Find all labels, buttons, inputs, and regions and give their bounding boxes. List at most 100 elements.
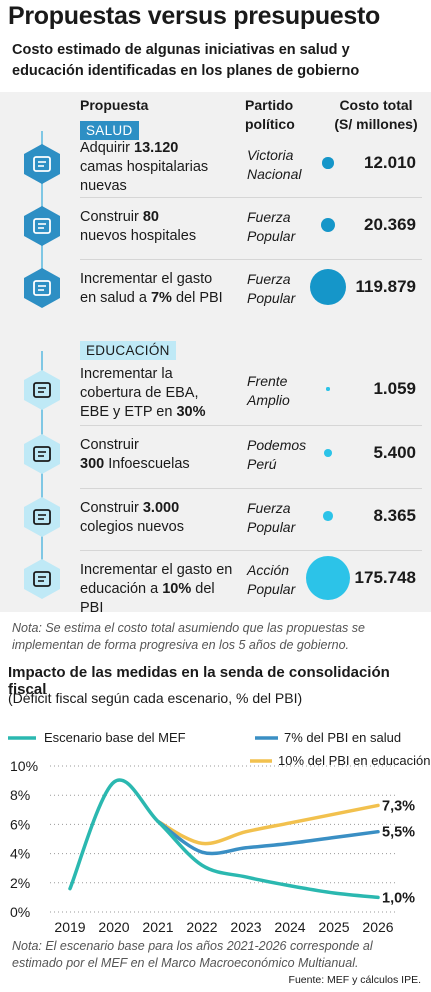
x-tick-label: 2025	[318, 919, 349, 935]
header-costo: Costo total (S/ millones)	[334, 97, 418, 132]
legend-label: 7% del PBI en salud	[284, 730, 401, 745]
row-text-part: Construir	[80, 437, 139, 453]
proposal-text: Construir 300 Infoescuelas	[80, 436, 240, 474]
gears-person-icon	[24, 370, 60, 410]
row-separator	[80, 488, 422, 489]
row-text-part: del PBI	[80, 581, 215, 616]
section-badge-salud: SALUD	[80, 121, 139, 140]
row-separator	[80, 197, 422, 198]
page-subtitle: Costo estimado de algunas iniciativas en…	[12, 42, 360, 79]
cost-bubble	[309, 268, 347, 306]
proposal-text: Adquirir 13.120 camas hospitalarias nuevas	[80, 139, 240, 196]
row-text-bold: 13.120	[134, 140, 179, 156]
party-name: Fuerza Popular	[247, 500, 296, 535]
proposal-text: Construir 80 nuevos hospitales	[80, 208, 240, 246]
fiscal-title: Impacto de las medidas en la senda de co…	[8, 664, 390, 698]
health-document-icon	[24, 268, 60, 308]
row-text-part: camas hospitalarias	[80, 159, 209, 175]
cost-value: 20.369	[364, 215, 416, 234]
cost-value: 175.748	[354, 568, 416, 587]
cost-bubble	[323, 511, 333, 521]
row-text-part: cobertura de EBA,	[80, 385, 199, 401]
x-tick-label: 2026	[362, 919, 393, 935]
end-label: 5,5%	[382, 825, 415, 841]
row-text-bold: 30%	[176, 404, 206, 420]
fiscal-subtitle: (Déficit fiscal según cada escenario, % …	[8, 690, 303, 706]
proposals-panel	[0, 92, 431, 612]
party-name: Acción Popular	[247, 562, 296, 597]
cost-value: 12.010	[364, 153, 416, 172]
end-label: 7,3%	[382, 798, 415, 814]
series-line-1	[156, 819, 380, 856]
cost-value: 5.400	[373, 443, 416, 462]
row-text-part: en salud a	[80, 290, 151, 306]
x-tick-label: 2021	[142, 919, 173, 935]
party-name: Podemos Perú	[247, 437, 307, 472]
row-text-bold: 7%	[150, 290, 172, 306]
hospital-bed-icon	[24, 144, 60, 184]
header-propuesta: Propuesta	[80, 97, 149, 113]
hospital-building-icon	[24, 206, 60, 246]
cost-value: 1.059	[373, 379, 416, 398]
money-hand-icon	[24, 559, 60, 599]
y-tick-label: 8%	[10, 787, 30, 803]
proposal-text: Incrementar el gasto en salud a 7% del PB…	[80, 270, 240, 308]
row-text-part: Adquirir	[80, 140, 134, 156]
cost-value: 8.365	[373, 506, 416, 525]
proposal-text: Incrementar la cobertura de EBA, EBE y ETP…	[80, 365, 240, 422]
row-separator	[80, 425, 422, 426]
y-tick-label: 0%	[10, 904, 30, 920]
row-separator	[80, 550, 422, 551]
source-text: Fuente: MEF y cálculos IPE.	[288, 974, 421, 986]
cost-bubble	[326, 387, 330, 391]
x-tick-label: 2024	[274, 919, 305, 935]
note-base-scenario: Nota: El escenario base para los años 20…	[12, 939, 373, 970]
row-text-bold: 300	[80, 456, 105, 472]
x-tick-label: 2019	[54, 919, 85, 935]
series-line-2	[156, 803, 380, 846]
row-text-bold: 3.000	[142, 500, 180, 516]
row-text-part: Incrementar la	[80, 366, 173, 382]
row-text-part: nuevos hospitales	[80, 228, 197, 244]
legend-label: 10% del PBI en educación	[278, 753, 431, 768]
deficit-line-chart: 0% 2% 4% 6% 8% 10% 2019 2020 2021 2022 2023 2024 202…	[8, 730, 431, 935]
cost-bubble	[322, 157, 334, 169]
row-text-bold: 80	[142, 209, 159, 225]
row-text-part: Infoescuelas	[104, 456, 190, 472]
y-tick-label: 4%	[10, 846, 30, 862]
party-name: Fuerza Popular	[247, 209, 296, 244]
y-tick-label: 10%	[10, 758, 38, 774]
row-text-part: EBE y ETP en	[80, 404, 177, 420]
y-tick-label: 6%	[10, 816, 30, 832]
x-tick-label: 2020	[98, 919, 129, 935]
series-line-0	[68, 778, 380, 900]
row-text-part: nuevas	[80, 178, 127, 194]
header-partido: Partido político	[245, 97, 295, 132]
school-building-icon	[24, 497, 60, 537]
row-text-part: colegios nuevos	[80, 519, 184, 535]
proposal-text: Construir 3.000 colegios nuevos	[80, 499, 240, 537]
row-text-part: del PBI	[171, 290, 223, 306]
cost-value: 119.879	[355, 277, 416, 296]
end-label: 1,0%	[382, 890, 415, 906]
section-badge-educacion: EDUCACIÓN	[80, 341, 176, 360]
x-tick-label: 2023	[230, 919, 261, 935]
cost-bubble	[320, 217, 336, 233]
row-text-part: Incrementar el gasto en	[80, 562, 233, 578]
legend-label: Escenario base del MEF	[44, 730, 186, 745]
row-text-part: Incrementar el gasto	[80, 271, 213, 287]
row-text-bold: 10%	[162, 581, 192, 597]
row-text-part: Construir	[80, 500, 143, 516]
cost-bubble	[306, 556, 350, 600]
proposal-text: Incrementar el gasto en educación a 10% d…	[80, 561, 240, 618]
party-name: Frente Amplio	[247, 373, 290, 408]
y-tick-label: 2%	[10, 875, 30, 891]
row-text-part: Construir	[80, 209, 143, 225]
party-name: Victoria Nacional	[247, 147, 302, 182]
page-title: Propuestas versus presupuesto	[8, 2, 380, 30]
cost-bubble	[324, 449, 332, 457]
row-separator	[80, 259, 422, 260]
note-cost-estimate: Nota: Se estima el costo total asumiendo…	[12, 621, 365, 652]
computer-student-icon	[24, 434, 60, 474]
row-text-part: educación a	[80, 581, 163, 597]
